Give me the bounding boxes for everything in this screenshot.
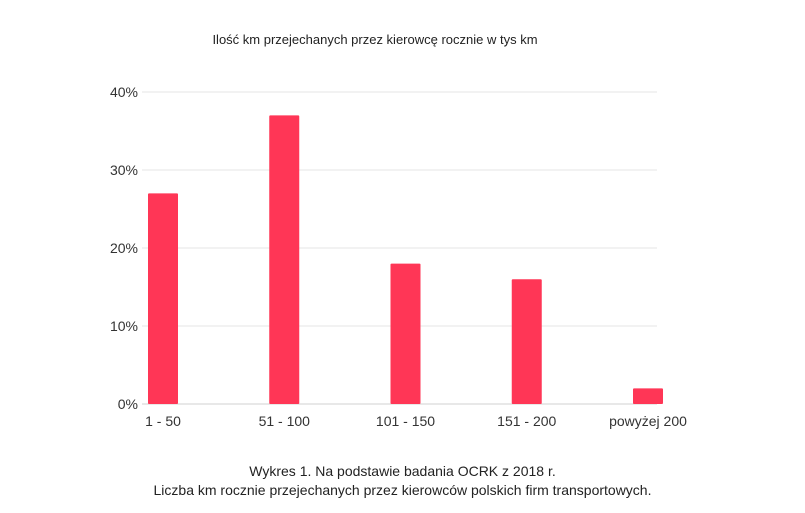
caption-line-1: Wykres 1. Na podstawie badania OCRK z 20… [249, 463, 556, 479]
x-tick-label: powyżej 200 [609, 413, 687, 429]
x-tick-label: 51 - 100 [259, 413, 311, 429]
bar-chart: Ilość km przejechanych przez kierowcę ro… [110, 32, 687, 429]
y-tick-label: 40% [110, 84, 138, 100]
bar [511, 279, 542, 404]
bar [633, 388, 663, 404]
y-tick-label: 10% [110, 318, 138, 334]
x-tick-label: 101 - 150 [376, 413, 435, 429]
y-tick-label: 0% [118, 396, 138, 412]
bar [148, 193, 178, 404]
caption-line-2: Liczba km rocznie przejechanych przez ki… [153, 482, 652, 498]
x-tick-label: 1 - 50 [145, 413, 181, 429]
y-tick-label: 30% [110, 162, 138, 178]
bar [269, 115, 300, 405]
chart-title: Ilość km przejechanych przez kierowcę ro… [212, 32, 537, 47]
x-tick-label: 151 - 200 [497, 413, 556, 429]
y-tick-label: 20% [110, 240, 138, 256]
bar [390, 263, 421, 404]
